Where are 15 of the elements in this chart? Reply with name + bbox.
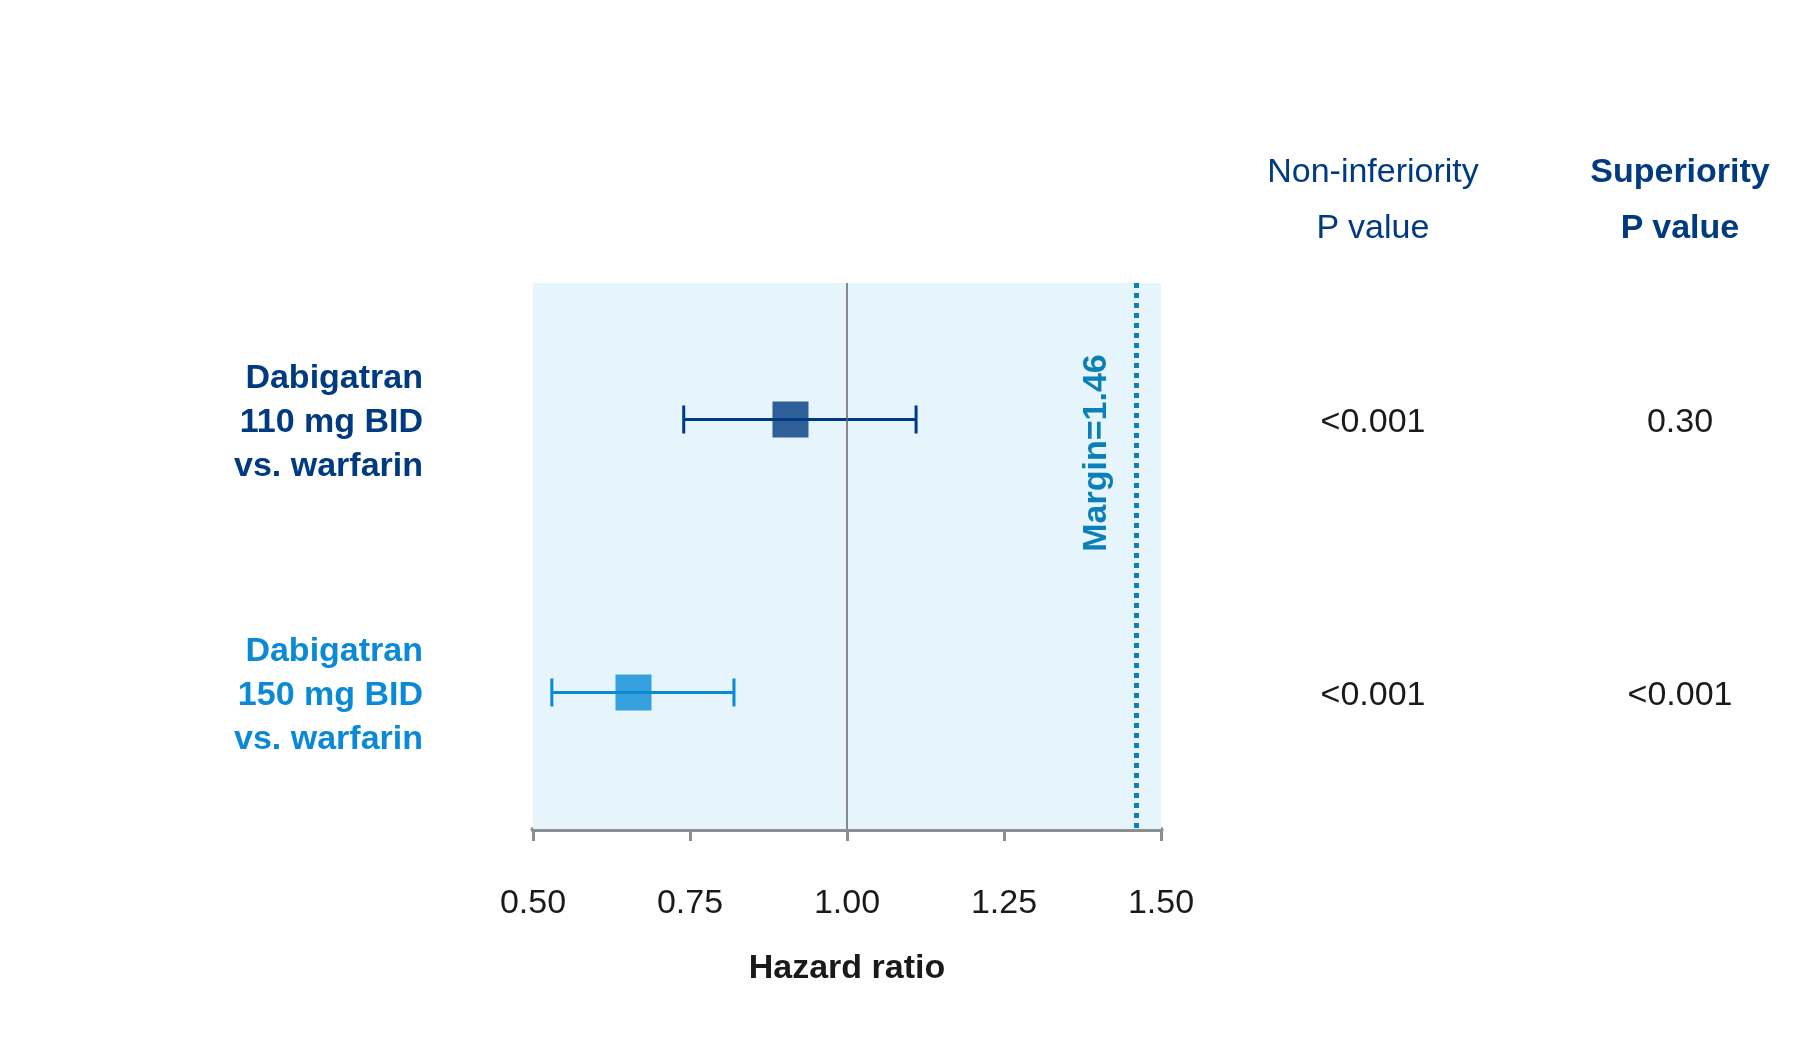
x-tick-label: 1.00 bbox=[813, 882, 881, 920]
text: 0.30 bbox=[1646, 400, 1714, 439]
text: Superiority P value bbox=[1590, 151, 1770, 245]
x-tick-label: 0.50 bbox=[499, 882, 567, 920]
text: <0.001 bbox=[1320, 400, 1426, 439]
ref-line-label: Margin=1.46 bbox=[1074, 354, 1113, 552]
text: <0.001 bbox=[1320, 673, 1426, 712]
x-tick-label: 1.50 bbox=[1127, 882, 1195, 920]
x-axis-title: Hazard ratio bbox=[748, 947, 946, 985]
y-tick-label: Dabigatran 110 mg BID vs. warfarin bbox=[234, 356, 423, 483]
text: <0.001 bbox=[1627, 673, 1733, 712]
y-tick-label: Dabigatran 150 mg BID vs. warfarin bbox=[234, 629, 423, 756]
x-tick-label: 1.25 bbox=[970, 882, 1038, 920]
x-tick-label: 0.75 bbox=[656, 882, 724, 920]
text: Non-inferiority P value bbox=[1267, 151, 1479, 245]
